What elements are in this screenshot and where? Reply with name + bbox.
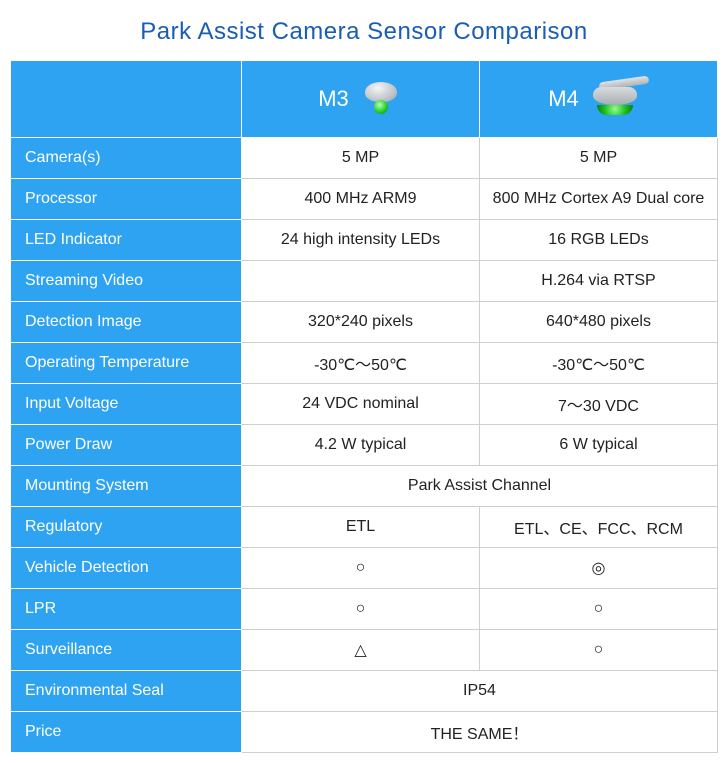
- cell-m4: 6 W typical: [480, 425, 718, 466]
- cell-m4: 16 RGB LEDs: [480, 220, 718, 261]
- cell-m4: ETL、CE、FCC、RCM: [480, 507, 718, 548]
- header-m3: M3: [242, 61, 480, 138]
- m4-sensor-icon: [589, 79, 649, 119]
- comparison-table: M3 M4 Camera(s) 5 MP 5 MP: [10, 60, 718, 753]
- row-label: LED Indicator: [11, 220, 242, 261]
- cell-m3: ○: [242, 548, 480, 589]
- cell-m3: [242, 261, 480, 302]
- row-label: Camera(s): [11, 138, 242, 179]
- cell-m4: -30℃～50℃: [480, 343, 718, 384]
- cell-m3: -30℃～50℃: [242, 343, 480, 384]
- row-label: Surveillance: [11, 630, 242, 671]
- row-label: Environmental Seal: [11, 671, 242, 712]
- cell-merged: Park Assist Channel: [242, 466, 718, 507]
- cell-m3: 400 MHz ARM9: [242, 179, 480, 220]
- cell-m4: 640*480 pixels: [480, 302, 718, 343]
- table-row: Regulatory ETL ETL、CE、FCC、RCM: [11, 507, 718, 548]
- header-m4: M4: [480, 61, 718, 138]
- table-row: Input Voltage 24 VDC nominal 7～30 VDC: [11, 384, 718, 425]
- cell-m4: 5 MP: [480, 138, 718, 179]
- cell-merged: IP54: [242, 671, 718, 712]
- table-row: LED Indicator 24 high intensity LEDs 16 …: [11, 220, 718, 261]
- table-row: Surveillance △ ○: [11, 630, 718, 671]
- table-row: Detection Image 320*240 pixels 640*480 p…: [11, 302, 718, 343]
- cell-merged: THE SAME！: [242, 712, 718, 753]
- cell-m4: 7～30 VDC: [480, 384, 718, 425]
- row-label: Regulatory: [11, 507, 242, 548]
- cell-m3: △: [242, 630, 480, 671]
- cell-m3: 24 VDC nominal: [242, 384, 480, 425]
- table-row: Environmental Seal IP54: [11, 671, 718, 712]
- cell-m4: ◎: [480, 548, 718, 589]
- row-label: Processor: [11, 179, 242, 220]
- m3-sensor-icon: [359, 82, 403, 116]
- row-label: LPR: [11, 589, 242, 630]
- cell-m4: 800 MHz Cortex A9 Dual core: [480, 179, 718, 220]
- table-row: Streaming Video H.264 via RTSP: [11, 261, 718, 302]
- row-label: Vehicle Detection: [11, 548, 242, 589]
- row-label: Mounting System: [11, 466, 242, 507]
- cell-m3: 5 MP: [242, 138, 480, 179]
- table-row: Camera(s) 5 MP 5 MP: [11, 138, 718, 179]
- table-row: Processor 400 MHz ARM9 800 MHz Cortex A9…: [11, 179, 718, 220]
- table-row: Power Draw 4.2 W typical 6 W typical: [11, 425, 718, 466]
- table-header-row: M3 M4: [11, 61, 718, 138]
- header-m3-label: M3: [318, 86, 349, 112]
- row-label: Streaming Video: [11, 261, 242, 302]
- cell-m4: ○: [480, 589, 718, 630]
- cell-m3: 24 high intensity LEDs: [242, 220, 480, 261]
- page-title: Park Assist Camera Sensor Comparison: [10, 18, 718, 46]
- table-row: Mounting System Park Assist Channel: [11, 466, 718, 507]
- cell-m4: ○: [480, 630, 718, 671]
- cell-m3: 320*240 pixels: [242, 302, 480, 343]
- header-blank: [11, 61, 242, 138]
- cell-m3: ○: [242, 589, 480, 630]
- row-label: Price: [11, 712, 242, 753]
- row-label: Operating Temperature: [11, 343, 242, 384]
- cell-m3: 4.2 W typical: [242, 425, 480, 466]
- table-row: Vehicle Detection ○ ◎: [11, 548, 718, 589]
- row-label: Power Draw: [11, 425, 242, 466]
- header-m4-label: M4: [548, 86, 579, 112]
- table-row: Price THE SAME！: [11, 712, 718, 753]
- table-row: LPR ○ ○: [11, 589, 718, 630]
- table-row: Operating Temperature -30℃～50℃ -30℃～50℃: [11, 343, 718, 384]
- row-label: Input Voltage: [11, 384, 242, 425]
- cell-m3: ETL: [242, 507, 480, 548]
- row-label: Detection Image: [11, 302, 242, 343]
- cell-m4: H.264 via RTSP: [480, 261, 718, 302]
